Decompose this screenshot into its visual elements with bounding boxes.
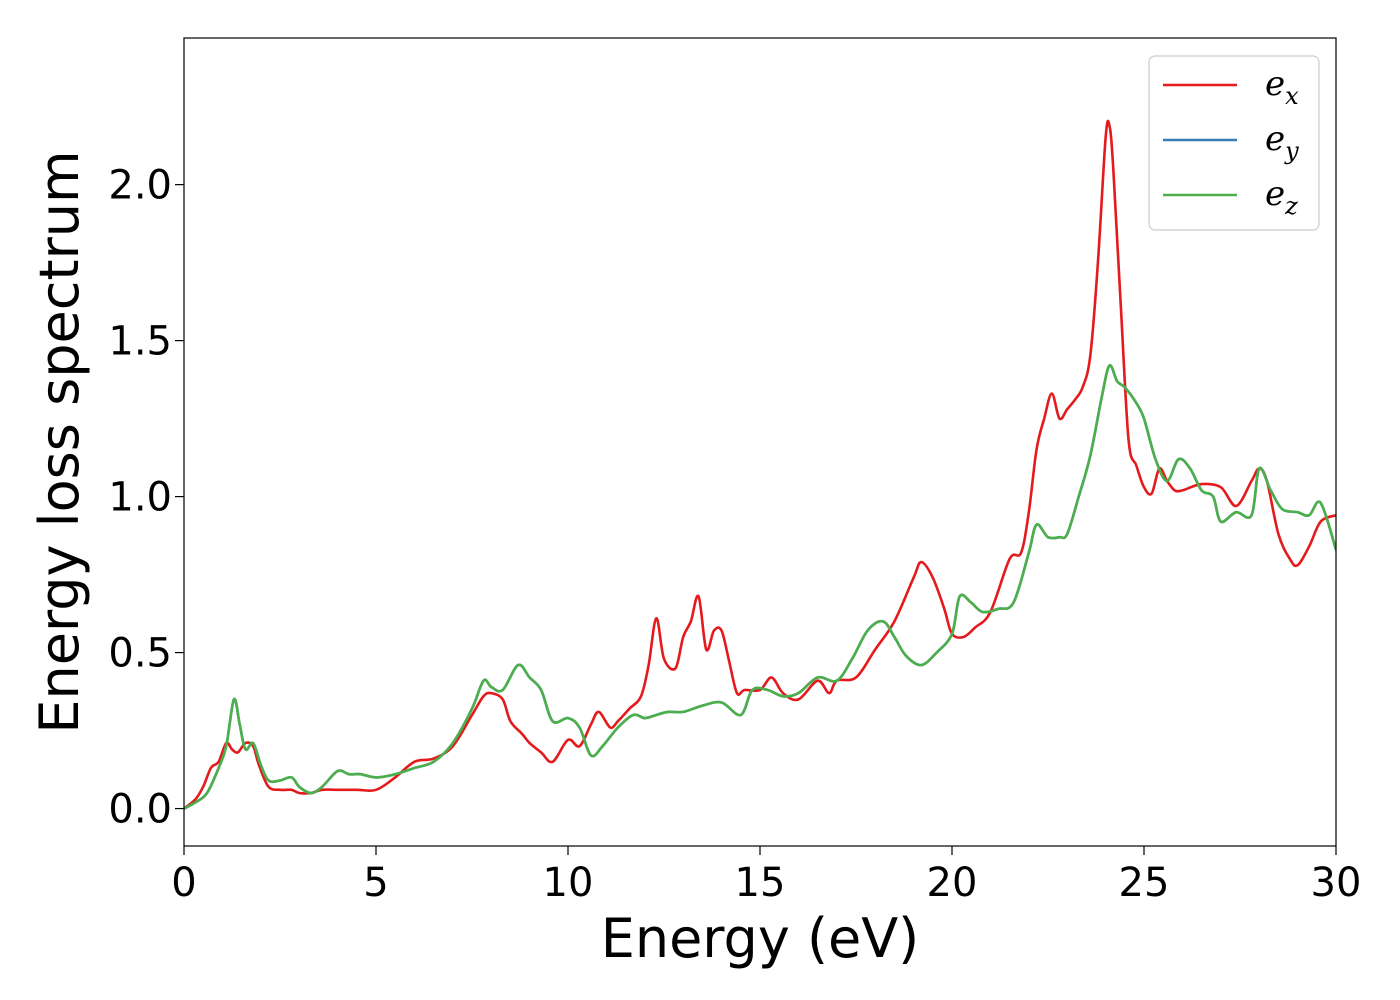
y-axis-ticks: 0.0 0.5 1.0 1.5 2.0: [108, 163, 184, 833]
x-tick-label: 25: [1119, 860, 1170, 906]
legend-label-ey: ey: [1265, 119, 1299, 165]
y-axis-label: Energy loss spectrum: [28, 150, 91, 733]
x-tick-label: 10: [543, 860, 594, 906]
legend-label-subscript: y: [1284, 137, 1299, 165]
y-tick-label: 0.0: [108, 787, 172, 833]
y-tick-label: 0.5: [108, 631, 172, 677]
legend-label-base: e: [1265, 119, 1285, 159]
series-line-ez: [184, 364, 1336, 810]
x-tick-label: 30: [1311, 860, 1362, 906]
x-axis-label: Energy (eV): [601, 907, 920, 970]
x-tick-label: 20: [927, 860, 978, 906]
y-tick-label: 1.0: [108, 475, 172, 521]
legend-label-base: e: [1265, 64, 1285, 104]
y-tick-label: 2.0: [108, 163, 172, 209]
legend-label-subscript: z: [1284, 192, 1298, 220]
legend-label-ez: ez: [1265, 174, 1298, 220]
legend-label-base: e: [1265, 174, 1285, 214]
legend-label-subscript: x: [1285, 82, 1299, 110]
series-layer: [184, 119, 1336, 810]
x-tick-label: 0: [171, 860, 196, 906]
y-tick-label: 1.5: [108, 319, 172, 365]
legend-label-ex: ex: [1265, 64, 1299, 110]
x-axis-ticks: 0 5 10 15 20 25 30: [171, 846, 1361, 906]
x-tick-label: 15: [735, 860, 786, 906]
x-tick-label: 5: [363, 860, 388, 906]
legend-box: [1148, 55, 1320, 231]
